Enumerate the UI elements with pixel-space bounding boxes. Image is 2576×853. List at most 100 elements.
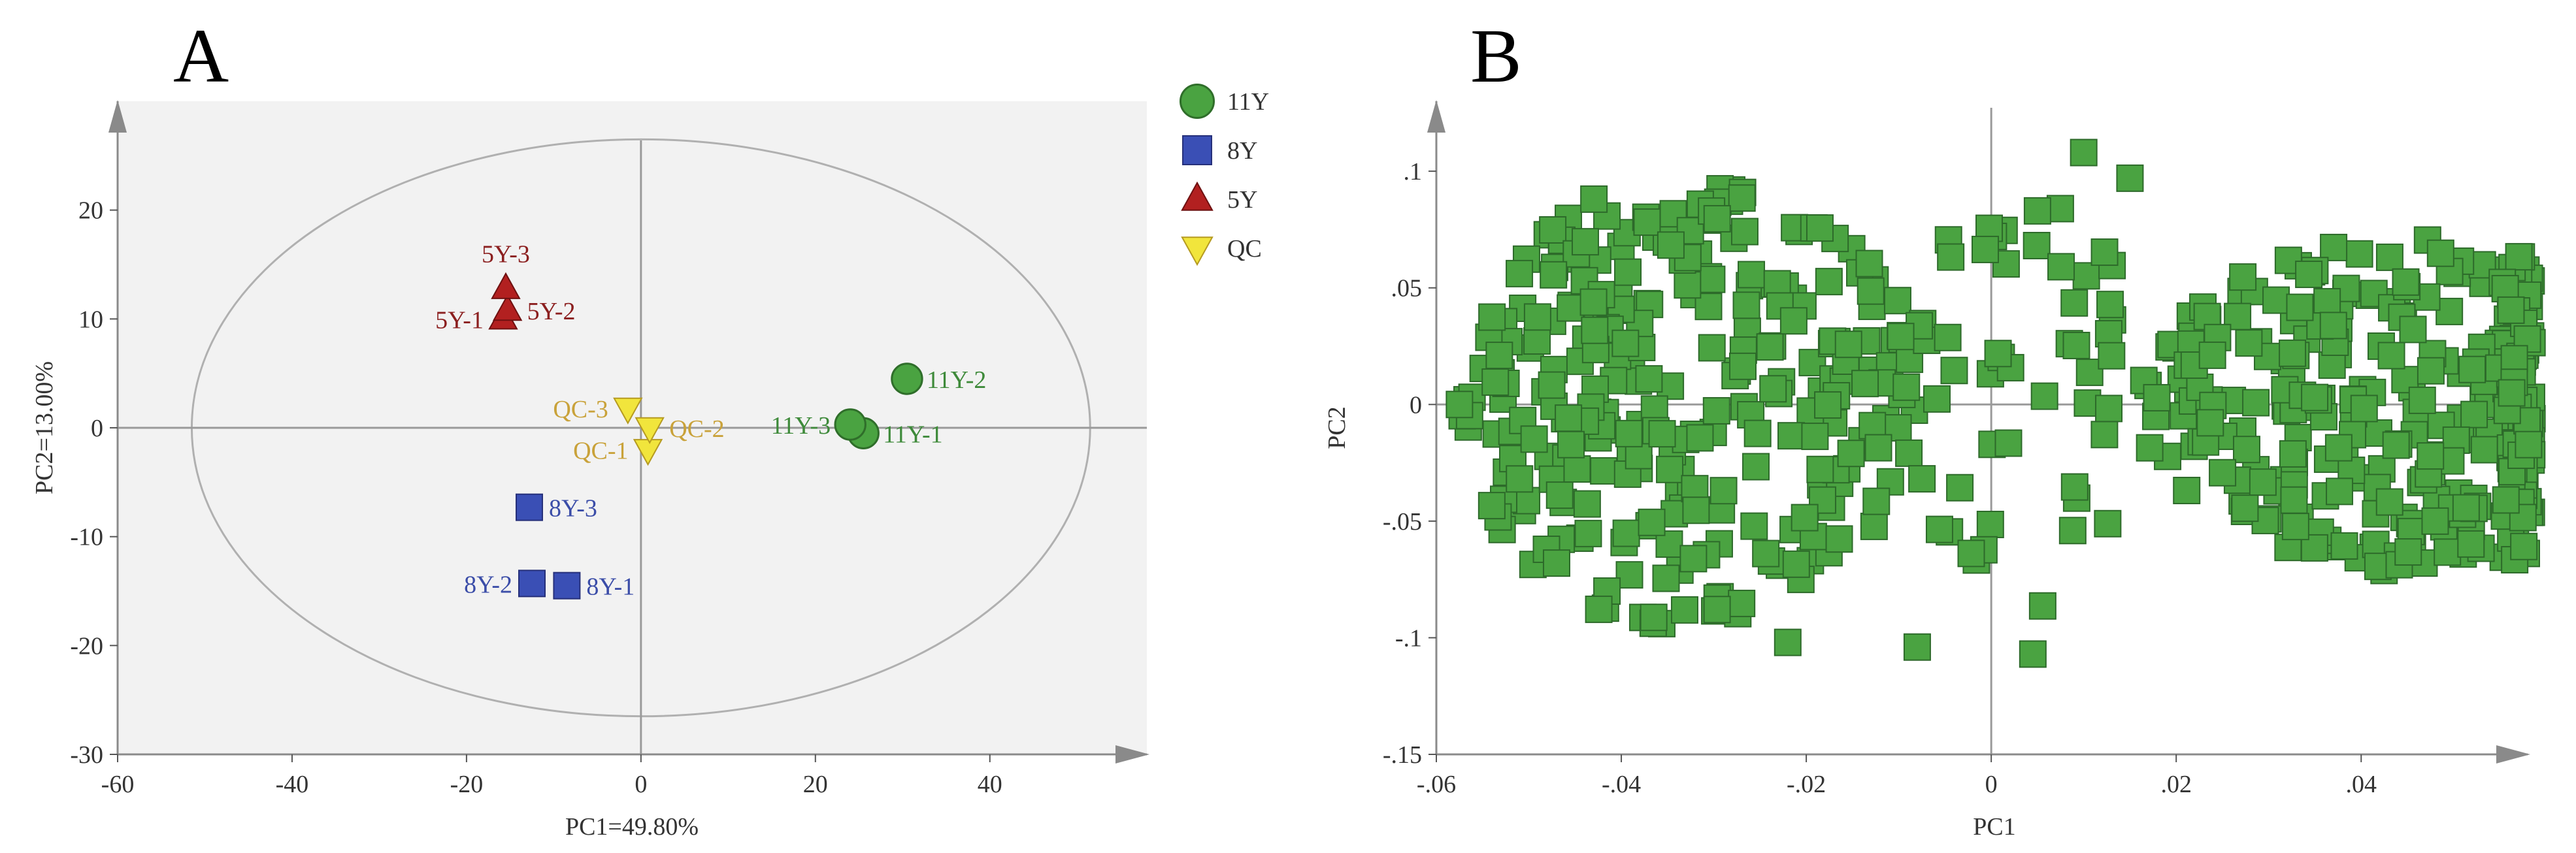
point-label-11y-3: 11Y-3 xyxy=(771,412,831,440)
loading-point xyxy=(1791,504,1819,532)
loading-point xyxy=(1984,340,2012,368)
loading-point xyxy=(1563,455,1591,483)
loading-point xyxy=(2229,263,2257,291)
loading-point xyxy=(1573,490,1601,518)
loading-point xyxy=(1579,288,1608,316)
loading-point xyxy=(1806,455,1834,483)
panel-b-label: B xyxy=(1470,13,1522,99)
x-tick-label-a: 20 xyxy=(803,771,828,798)
loading-point xyxy=(1801,423,1829,451)
x-tick-label-b: 0 xyxy=(1985,771,1998,798)
loading-point xyxy=(1656,455,1684,483)
x-tick-label-b: .04 xyxy=(2346,771,2377,798)
loading-point xyxy=(2457,530,2485,558)
x-tick-label-a: -60 xyxy=(101,771,135,798)
loading-point xyxy=(1635,365,1663,393)
loading-point xyxy=(2231,494,2259,523)
loading-point xyxy=(2058,517,2087,545)
loading-point xyxy=(2023,232,2051,260)
loading-point xyxy=(2392,268,2420,296)
legend-label-8y: 8Y xyxy=(1227,137,1257,165)
loading-point xyxy=(2452,494,2480,522)
y-tick-label-b: -.1 xyxy=(1395,624,1422,652)
loading-point xyxy=(1925,515,1953,543)
loading-point xyxy=(2330,532,2358,560)
loading-point xyxy=(1580,185,1608,213)
loading-point xyxy=(2505,243,2533,271)
loading-point xyxy=(1743,419,1772,447)
loading-point xyxy=(1864,434,1892,462)
loading-point xyxy=(2498,379,2526,407)
point-8y-2 xyxy=(518,570,546,598)
loading-point xyxy=(2497,296,2525,324)
loading-point xyxy=(2028,592,2056,620)
loading-point xyxy=(2382,431,2410,459)
loading-point xyxy=(1555,404,1583,432)
loading-point xyxy=(2090,238,2119,266)
loading-point xyxy=(2072,262,2100,290)
loading-point xyxy=(1779,307,1808,335)
loading-point xyxy=(1540,261,1568,289)
loading-point xyxy=(2326,477,2354,506)
loading-point xyxy=(1815,268,1843,296)
loading-point xyxy=(1611,329,1640,357)
loading-point xyxy=(1814,391,1842,419)
point-label-5y-2: 5Y-2 xyxy=(527,298,576,325)
loading-point xyxy=(2318,351,2346,379)
y-tick-label-a: -10 xyxy=(70,524,103,551)
loading-point xyxy=(2030,382,2058,410)
x-tick-label-b: -.04 xyxy=(1602,771,1641,798)
loading-point xyxy=(1774,628,1802,656)
loading-point xyxy=(2515,430,2543,459)
loading-point xyxy=(1523,303,1551,331)
point-label-5y-3: 5Y-3 xyxy=(482,241,530,268)
y-axis-arrow-b xyxy=(1427,100,1445,133)
point-11y-2 xyxy=(891,362,923,395)
loading-point xyxy=(1728,352,1757,380)
loading-point xyxy=(1738,261,1766,289)
point-label-8y-1: 8Y-1 xyxy=(586,573,635,601)
loading-point xyxy=(2023,197,2051,225)
loading-point xyxy=(1855,249,1883,278)
loading-point xyxy=(1728,589,1756,617)
y-tick-label-b: .05 xyxy=(1391,275,1423,302)
loading-point xyxy=(2426,239,2454,267)
loading-point xyxy=(2070,138,2098,167)
loading-point xyxy=(1571,228,1599,256)
point-11y-3 xyxy=(834,408,867,441)
loading-point xyxy=(1638,508,1666,536)
y-axis-label-b: PC2 xyxy=(1323,406,1351,449)
loading-point xyxy=(1756,333,1784,361)
y-tick-label-a: 0 xyxy=(91,415,103,442)
loading-point xyxy=(1545,481,1574,509)
loading-point xyxy=(2235,329,2263,357)
loading-point xyxy=(2262,286,2290,314)
loading-point xyxy=(1670,596,1698,624)
loading-point xyxy=(1971,235,1999,263)
x-axis-label-a: PC1=49.80% xyxy=(565,813,699,841)
loading-point xyxy=(2060,289,2089,317)
loading-point xyxy=(2399,315,2427,344)
loading-point xyxy=(2279,440,2307,468)
loading-point xyxy=(1806,214,1834,242)
y-tick-label-b: 0 xyxy=(1410,391,1422,419)
legend-marker-5y xyxy=(1181,181,1214,211)
legend-label-11y: 11Y xyxy=(1227,88,1269,116)
loading-point xyxy=(2019,640,2047,668)
loading-point xyxy=(1485,342,1513,370)
loading-point xyxy=(2281,513,2309,541)
loading-point xyxy=(1923,385,1951,413)
y-tick-label-a: 10 xyxy=(78,306,103,333)
loading-point xyxy=(1851,370,1879,398)
legend-label-5y: 5Y xyxy=(1227,186,1257,214)
point-8y-1 xyxy=(553,571,581,600)
y-tick-label-a: -30 xyxy=(70,741,103,769)
loading-point xyxy=(1937,243,1965,271)
loading-point xyxy=(1837,440,1865,468)
loading-point xyxy=(1506,465,1534,493)
y-tick-label-b: .1 xyxy=(1404,158,1423,185)
point-label-8y-2: 8Y-2 xyxy=(464,571,512,598)
loading-point xyxy=(1862,487,1891,515)
